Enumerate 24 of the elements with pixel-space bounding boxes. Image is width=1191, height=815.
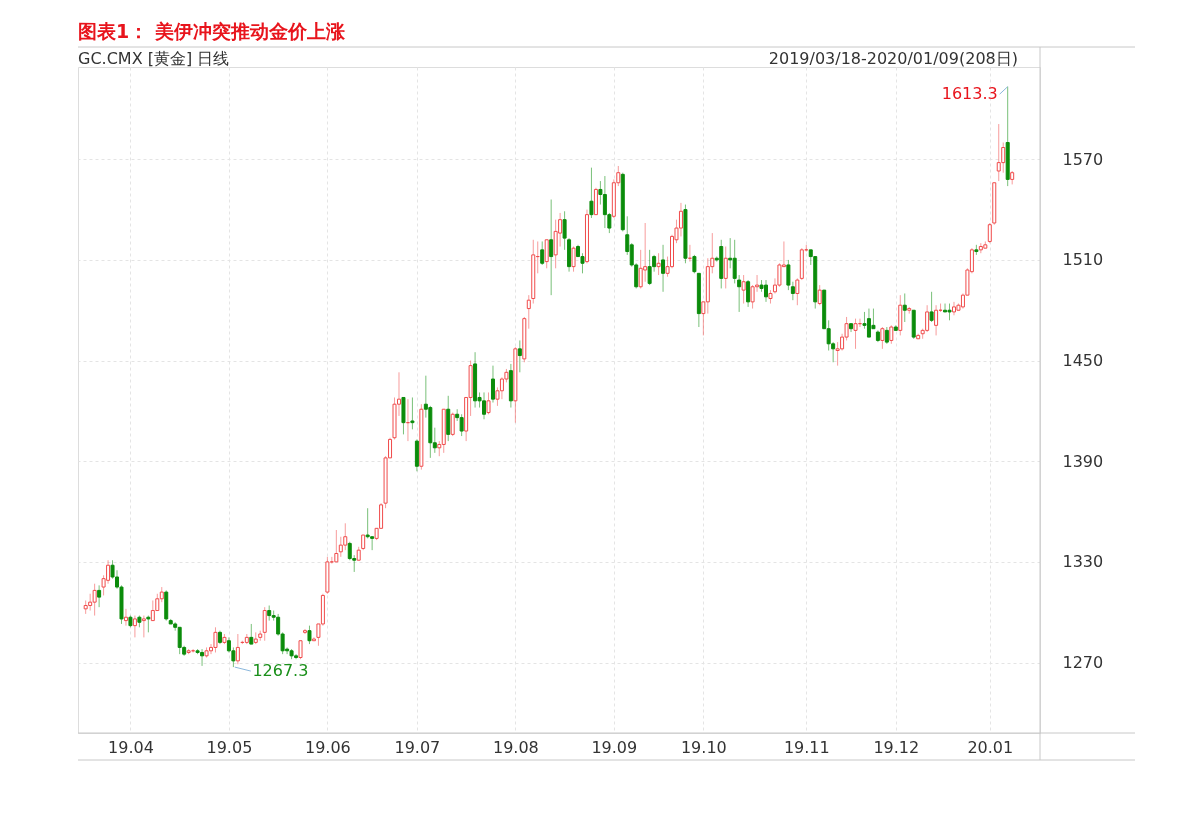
x-tick-label: 19.04 [108,737,154,757]
annotation: 1613.3 [941,83,998,103]
x-tick-label: 19.08 [492,737,539,757]
y-tick-label: 1570 [1062,149,1104,169]
x-tick-label: 19.07 [394,737,441,757]
y-tick-label: 1510 [1062,250,1104,270]
annotation: 1267.3 [252,661,309,681]
x-tick-label: 19.09 [591,737,638,757]
x-tick-label: 19.06 [304,737,351,757]
x-tick-label: 19.11 [783,737,830,757]
x-tick-label: 19.10 [680,737,727,757]
candlestick [370,536,375,551]
candlestick [123,608,128,627]
y-tick-label: 1270 [1062,653,1104,673]
y-tick-label: 1330 [1062,552,1104,572]
candlestick [943,303,948,313]
chart-title: 图表1： 美伊冲突推动金价上涨 [78,19,346,42]
x-tick-label: 19.05 [206,737,253,757]
chart-subtitle: GC.CMX [黄金] 日线 [78,48,230,68]
annotation: 2019/03/18-2020/01/09(208日) [768,49,1018,68]
x-tick-label: 19.12 [873,737,920,757]
x-tick-label: 20.01 [967,737,1014,757]
y-tick-label: 1450 [1062,351,1104,371]
y-tick-label: 1390 [1062,451,1104,471]
